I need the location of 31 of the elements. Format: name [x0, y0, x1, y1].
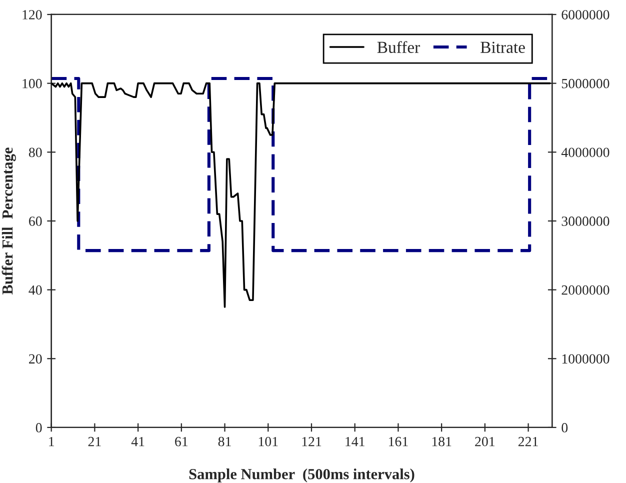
- y2-tick-label: 1000000: [562, 354, 610, 364]
- y-tick-label: 40: [28, 285, 42, 295]
- y2-tick-label: 2000000: [562, 285, 610, 295]
- x-tick-label: 21: [88, 436, 101, 446]
- y-tick-label: 120: [22, 10, 42, 20]
- y-tick-label: 60: [29, 216, 42, 226]
- y-axis-title: Buffer Fill Percentage: [2, 148, 16, 294]
- x-tick-label: 161: [389, 436, 408, 446]
- x-tick-label: 101: [258, 436, 278, 446]
- y2-tick-label: 5000000: [562, 78, 610, 88]
- y2-tick-label: 3000000: [562, 216, 610, 226]
- x-tick-label: 81: [218, 436, 231, 446]
- x-tick-label: 141: [346, 436, 364, 446]
- y-tick-label: 0: [36, 423, 42, 432]
- legend-label: Bitrate: [480, 42, 525, 53]
- x-tick-label: 181: [432, 436, 452, 446]
- y2-tick-label: 6000000: [562, 10, 610, 20]
- y2-tick-label: 0: [562, 423, 568, 432]
- x-axis-title: Sample Number (500ms intervals): [189, 468, 414, 482]
- x-tick-label: 1: [49, 436, 54, 446]
- x-tick-label: 41: [131, 436, 144, 446]
- x-tick-label: 61: [175, 436, 188, 446]
- legend-label: Buffer: [377, 41, 420, 53]
- y-tick-label: 100: [22, 78, 42, 88]
- x-tick-label: 221: [518, 436, 538, 446]
- y-tick-label: 80: [28, 148, 42, 158]
- x-tick-label: 121: [302, 436, 322, 446]
- x-tick-label: 201: [475, 436, 495, 446]
- y-tick-label: 20: [29, 354, 42, 364]
- line-series: [51, 82, 551, 308]
- y2-tick-label: 4000000: [561, 148, 610, 158]
